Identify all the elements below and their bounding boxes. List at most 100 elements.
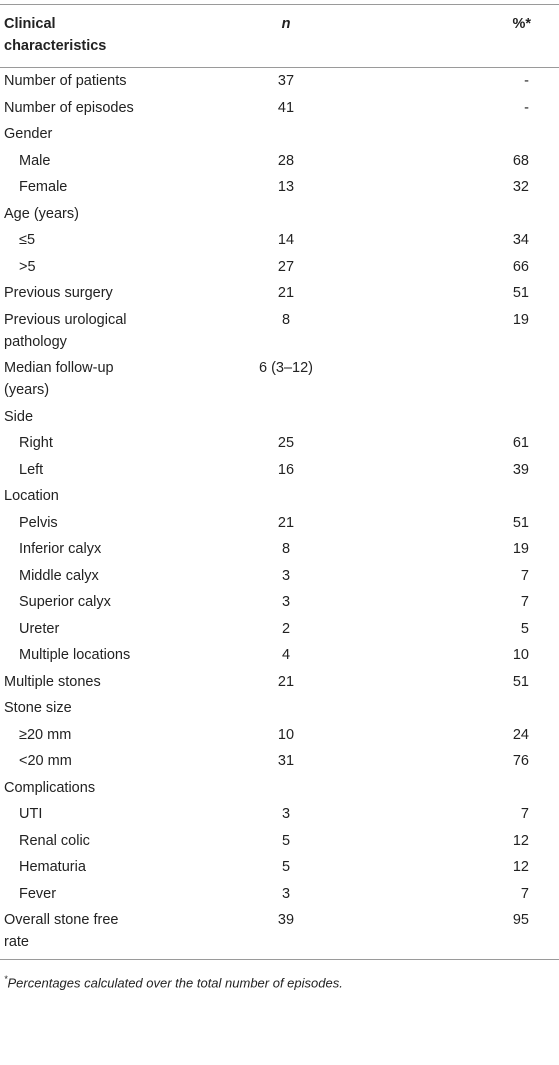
percent-cell [436,201,559,228]
row-label: Number of episodes [4,99,134,116]
table-row: Multiple locations 4 10 [0,642,559,669]
count-cell: 37 [277,73,295,90]
footnote-text: Percentages calculated over the total nu… [7,975,343,991]
percent-cell: 95 [512,912,529,929]
count-cell [136,201,436,228]
row-label: Median follow-up (years) [4,360,114,399]
percent-cell: 12 [512,859,529,876]
table-row: Superior calyx 3 7 [0,589,559,616]
row-label: Previous urological pathology [4,311,127,350]
row-label: Hematuria [19,859,86,876]
count-cell: 16 [277,461,295,478]
count-cell [136,404,436,431]
table: Clinical characteristics n %* Number of pa… [0,4,559,960]
count-cell: 10 [277,726,295,743]
table-row: Overall stone free rate 39 95 [0,907,559,960]
table-row: Median follow-up (years) 6 (3–12) [0,355,559,404]
percent-cell: 7 [520,594,529,611]
row-label: Stone size [4,700,72,717]
percent-cell: 19 [512,541,529,558]
percent-cell: 10 [512,647,529,664]
percent-cell: 68 [512,152,529,169]
table-row: Age (years) [0,201,559,228]
header-cell: Clinical characteristics [4,16,107,54]
percent-cell: 61 [512,435,529,452]
row-label: Male [19,152,51,169]
percent-cell: - [524,99,529,116]
row-label: Pelvis [19,514,58,531]
row-label: >5 [19,258,36,275]
count-cell: 28 [277,152,295,169]
percent-cell: 7 [520,567,529,584]
row-label: Superior calyx [19,594,111,611]
percent-cell: - [524,73,529,90]
row-label: Ureter [19,620,60,637]
table-row: Complications [0,775,559,802]
percent-cell: 51 [512,285,529,302]
percent-cell: 32 [512,179,529,196]
percent-cell: 12 [512,832,529,849]
header-cell: %* [512,16,531,32]
table-row: Location [0,483,559,510]
percent-cell: 66 [512,258,529,275]
row-label: Previous surgery [4,285,113,302]
count-cell: 5 [281,832,291,849]
row-label: Location [4,488,59,505]
row-label: Left [19,461,44,478]
table-row: Hematuria 5 12 [0,854,559,881]
row-label: Multiple stones [4,673,101,690]
row-label: Overall stone free rate [4,912,119,951]
percent-cell [436,483,559,510]
count-cell: 21 [277,673,295,690]
percent-cell [436,355,559,404]
count-cell [136,775,436,802]
count-cell: 5 [281,859,291,876]
table-row: Left 16 39 [0,457,559,484]
count-cell: 3 [281,594,291,611]
table-row: Renal colic 5 12 [0,828,559,855]
count-cell: 8 [281,311,291,328]
header-row: Clinical characteristics n %* [0,4,559,68]
count-cell: 41 [277,99,295,116]
footnote-marker: * [4,974,8,985]
count-cell: 6 (3–12) [258,360,313,377]
page: {"table": { "header": ["Clinical charact… [0,4,559,1065]
percent-cell: 51 [512,514,529,531]
percent-cell: 19 [512,311,529,328]
row-label: Multiple locations [19,647,131,664]
count-cell [136,695,436,722]
row-label: Middle calyx [19,567,99,584]
percent-cell [436,695,559,722]
row-label: Female [19,179,68,196]
percent-cell: 39 [512,461,529,478]
table-row: Inferior calyx 8 19 [0,536,559,563]
table-row: Number of patients 37 - [0,68,559,95]
header-cell: n [281,16,291,32]
count-cell: 2 [281,620,291,637]
row-label: Number of patients [4,73,127,90]
table-row: Number of episodes 41 - [0,95,559,122]
percent-cell: 5 [520,620,529,637]
table-row: Previous surgery 21 51 [0,280,559,307]
count-cell: 13 [277,179,295,196]
table-row: UTI 3 7 [0,801,559,828]
count-cell: 21 [277,285,295,302]
count-cell: 3 [281,885,291,902]
table-row: Female 13 32 [0,174,559,201]
percent-cell: 7 [520,885,529,902]
table-row: Pelvis 21 51 [0,510,559,537]
table-row: Gender [0,121,559,148]
percent-cell: 34 [512,232,529,249]
count-cell [136,483,436,510]
row-label: Age (years) [4,205,79,222]
table-row: Previous urological pathology 8 19 [0,307,559,356]
row-label: ≤5 [19,232,36,249]
count-cell: 25 [277,435,295,452]
table-row: Side [0,404,559,431]
row-label: UTI [19,806,43,823]
row-label: Inferior calyx [19,541,102,558]
count-cell: 27 [277,258,295,275]
percent-cell: 51 [512,673,529,690]
table-row: Right 25 61 [0,430,559,457]
count-cell: 8 [281,541,291,558]
